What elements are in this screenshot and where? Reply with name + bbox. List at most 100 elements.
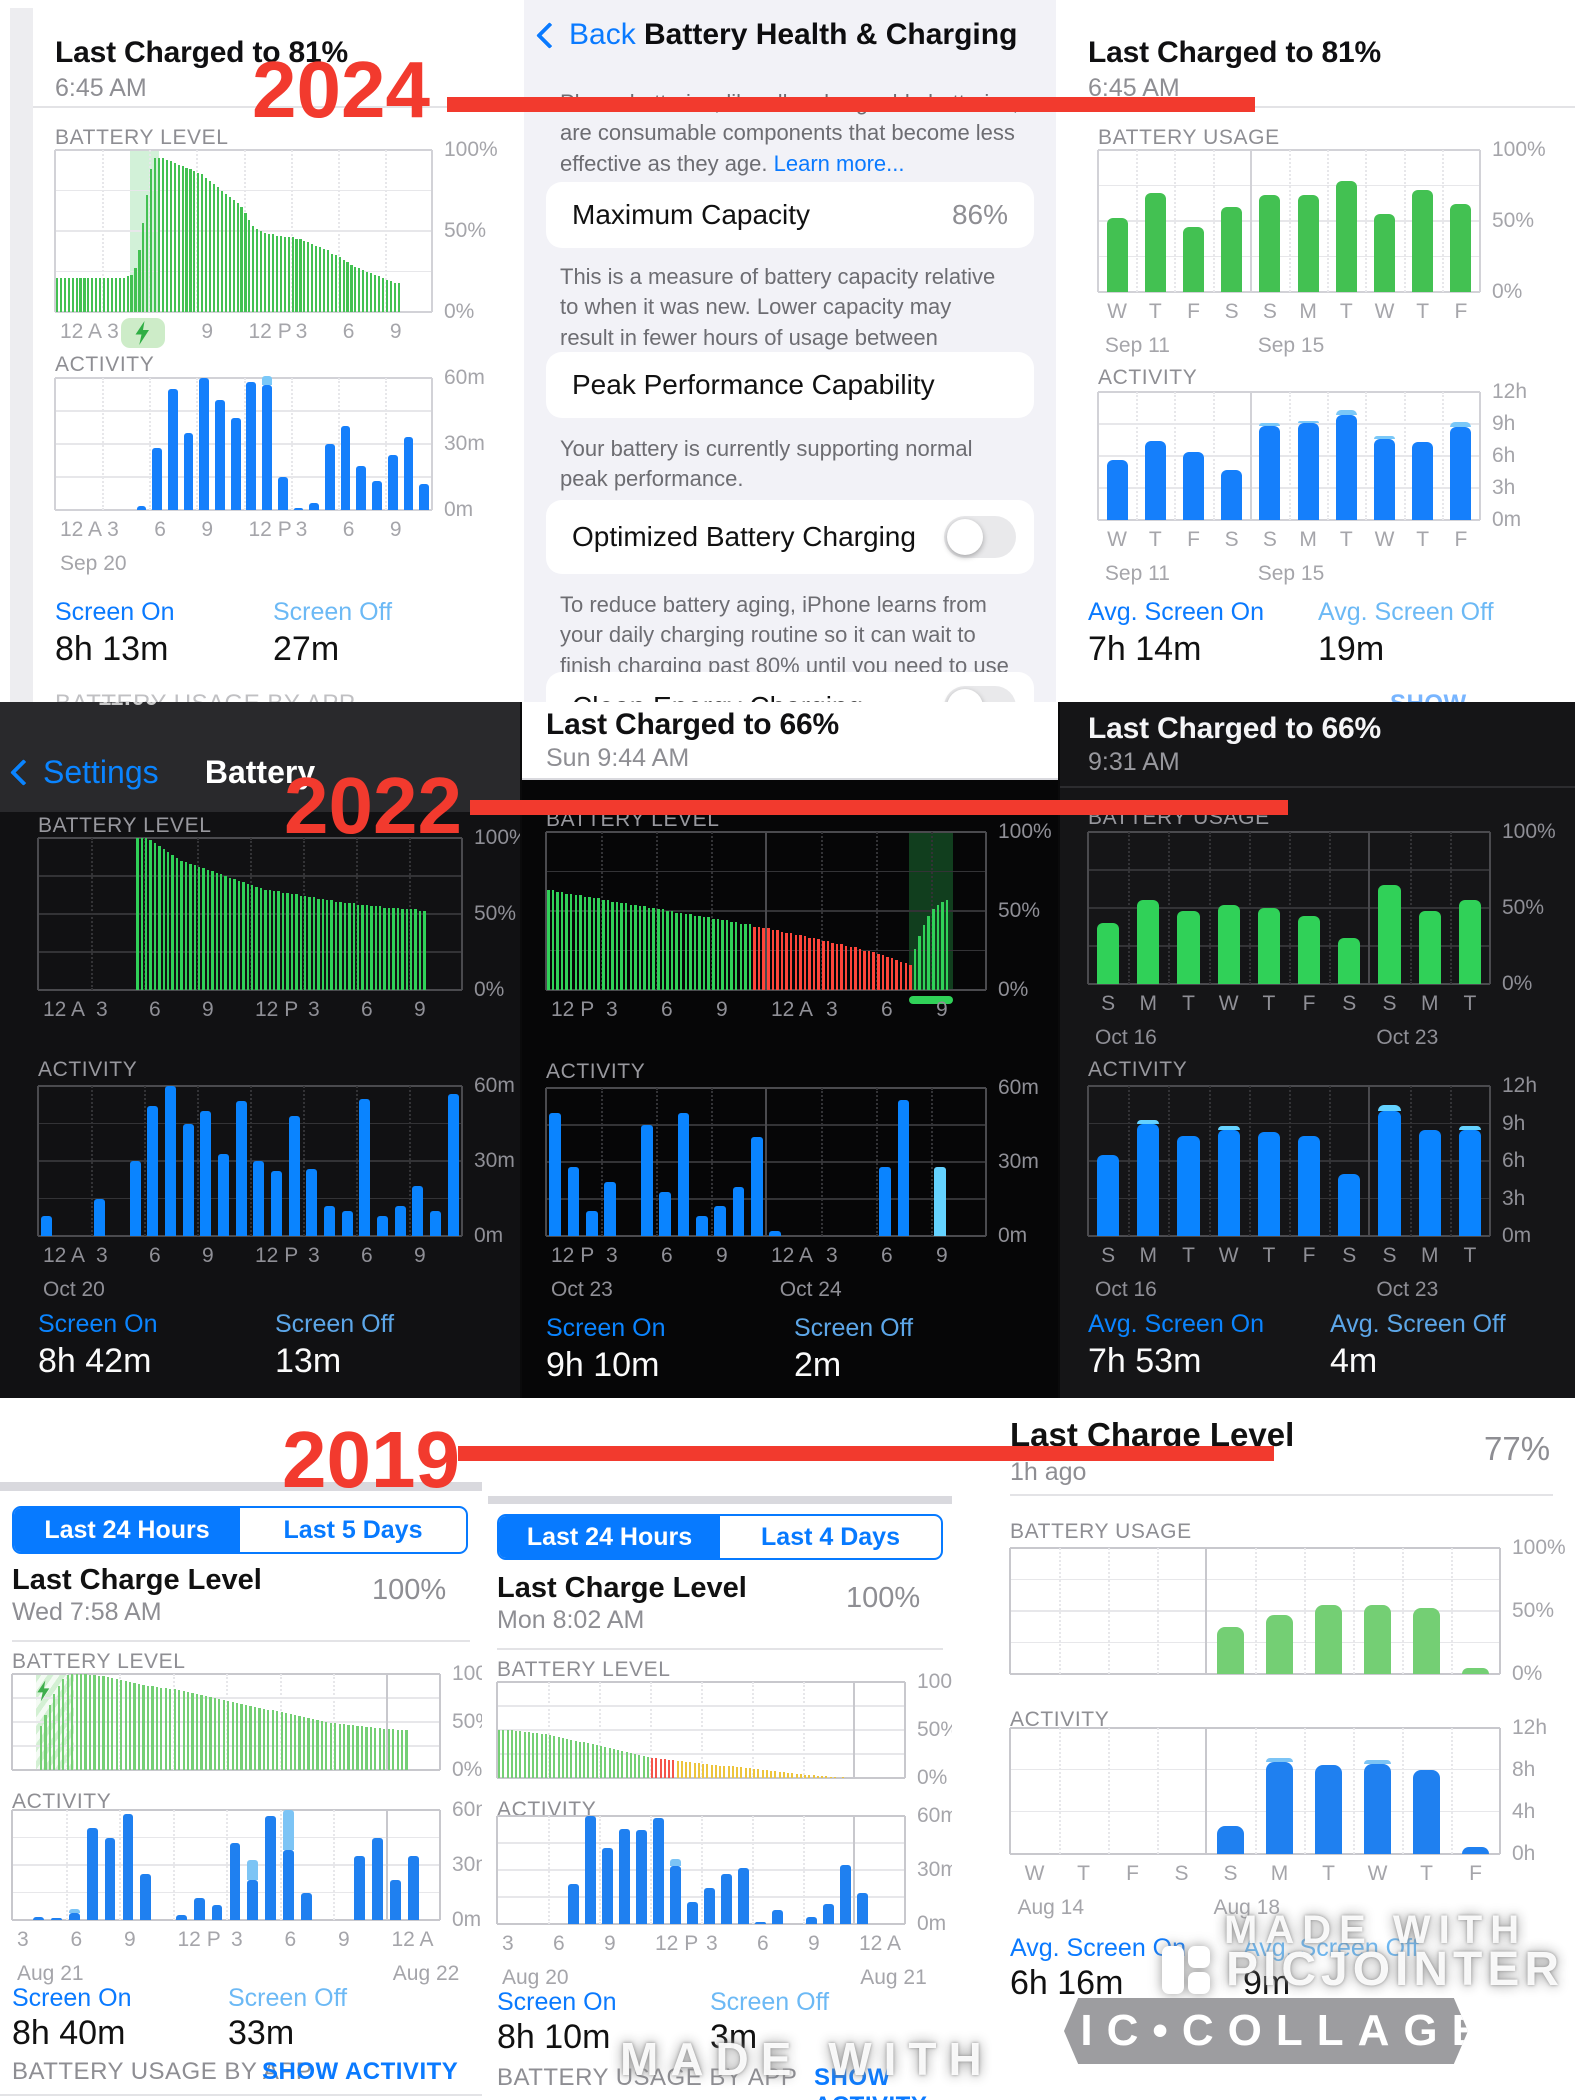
activity-section-label: ACTIVITY xyxy=(1088,1058,1188,1081)
avg-screen-on-value: 7h 53m xyxy=(1088,1342,1202,1380)
screen-on-value: 9h 10m xyxy=(546,1346,660,1384)
battery-usage-section-label: BATTERY USAGE xyxy=(1010,1520,1192,1543)
screen-off-value: 2m xyxy=(794,1346,842,1384)
segment-last-5-days[interactable]: Last 5 Days xyxy=(283,1515,423,1544)
screen-off-label: Screen Off xyxy=(794,1314,914,1342)
avg-screen-off-value: 19m xyxy=(1318,630,1385,668)
activity-section-label: ACTIVITY xyxy=(1010,1708,1110,1731)
charging-bolt-icon xyxy=(121,318,165,348)
last-charge-level-value: 100% xyxy=(846,1582,921,1614)
time-range-segmented-control: Last 24 Hours Last 5 Days xyxy=(12,1506,468,1554)
activity-chart: 60m 30m 0m 12 A 3 6 9 12 P 3 6 9 Sep 20 xyxy=(54,366,485,575)
activity-section-label: ACTIVITY xyxy=(55,353,155,376)
segment-last-24-hours[interactable]: Last 24 Hours xyxy=(499,1516,720,1558)
screen-on-value: 8h 40m xyxy=(12,2014,126,2052)
activity-section-label: ACTIVITY xyxy=(546,1060,646,1083)
activity-chart: 60m 30m 0m 12 P 3 6 9 12 A 3 6 9 Oct 23 Oct 24 xyxy=(545,1076,1039,1301)
annotation-2019-line xyxy=(458,1446,1274,1461)
battery-level-section-label: BATTERY LEVEL xyxy=(497,1658,671,1681)
screen-off-label: Screen Off xyxy=(273,598,393,626)
status-bar-fragment: 11:00 xyxy=(98,702,238,712)
maximum-capacity-label: Maximum Capacity xyxy=(572,199,811,230)
panel-2019-battery-usage: Last Charge Level 77% 1h ago BATTERY USA… xyxy=(988,1398,1575,2100)
peak-performance-label: Peak Performance Capability xyxy=(572,369,935,400)
panel-2019-middle: Last 24 Hours Last 4 Days Last Charge Le… xyxy=(488,1398,952,2100)
left-gutter xyxy=(10,8,33,702)
segment-last-4-days[interactable]: Last 4 Days xyxy=(761,1522,900,1551)
made-with-watermark: MADE WITH xyxy=(1224,1908,1528,1952)
screen-off-label: Screen Off xyxy=(228,1984,348,2012)
back-button[interactable]: Back xyxy=(536,18,636,52)
piccollage-watermark-ribbon: PIC•COLLAGE xyxy=(1064,1998,1468,2064)
avg-screen-off-label: Avg. Screen Off xyxy=(1243,1934,1419,1962)
maximum-capacity-value: 86% xyxy=(951,199,1008,230)
battery-level-section-label: BATTERY LEVEL xyxy=(55,126,229,149)
screenshot-edge xyxy=(0,1482,482,1491)
clean-energy-card: Clean Energy Charging xyxy=(546,672,1034,702)
last-charged-time: 6:45 AM xyxy=(55,74,147,102)
screen-on-label: Screen On xyxy=(497,1988,617,2016)
avg-screen-off-label: Avg. Screen Off xyxy=(1330,1310,1506,1338)
annotation-2022-line xyxy=(470,800,1288,815)
annotation-2024-line xyxy=(447,97,1255,112)
last-charge-level-value: 77% xyxy=(1484,1430,1551,1467)
made-with-watermark-center: MADE WITH xyxy=(620,2033,994,2085)
screen-off-value: 27m xyxy=(273,630,340,668)
optimized-charging-label: Optimized Battery Charging xyxy=(572,521,916,552)
back-label: Back xyxy=(569,18,636,51)
last-charge-time: Mon 8:02 AM xyxy=(497,1606,645,1634)
settings-back-label: Settings xyxy=(43,754,159,790)
segment-last-24-hours[interactable]: Last 24 Hours xyxy=(14,1508,240,1552)
avg-screen-off-value: 4m xyxy=(1330,1342,1378,1380)
last-charge-level-value: 100% xyxy=(372,1574,447,1606)
panel-battery-health-settings: Back Battery Health & Charging Phone bat… xyxy=(524,0,1056,702)
screen-off-value: 3m xyxy=(710,2018,758,2056)
screen-off-value: 13m xyxy=(275,1342,342,1380)
activity-chart: 60m 30m 0m 12 A 3 6 9 12 P 3 6 9 Oct 20 xyxy=(37,1074,515,1301)
panel-2022-battery-usage: Last Charged to 66% 9:31 AM BATTERY USAG… xyxy=(1060,702,1575,1398)
settings-back-button[interactable]: Settings xyxy=(10,754,159,791)
battery-page-title: Battery xyxy=(204,754,316,790)
screen-off-label: Screen Off xyxy=(275,1310,395,1338)
last-charged-time: Sun 9:44 AM xyxy=(546,744,690,772)
last-charge-level-label: Last Charge Level xyxy=(12,1564,262,1596)
time-range-segmented-control: Last 24 Hours Last 4 Days xyxy=(497,1514,943,1560)
screen-off-label: Screen Off xyxy=(710,1988,830,2016)
peak-performance-card[interactable]: Peak Performance Capability xyxy=(546,352,1034,418)
panel-2022-settings-battery: 11:00 Settings Battery BATTERY LEVEL 100… xyxy=(0,702,520,1398)
battery-level-section-label: BATTERY LEVEL xyxy=(12,1650,186,1673)
maximum-capacity-card[interactable]: Maximum Capacity 86% xyxy=(546,182,1034,248)
last-charged-time: 9:31 AM xyxy=(1088,748,1180,776)
activity-chart: 60m 30m 0m 3 6 9 12 P 3 6 9 12 A Aug 20 Aug 21 xyxy=(496,1804,952,1989)
learn-more-link[interactable]: Learn more... xyxy=(773,150,905,176)
panel-2019-left: Last 24 Hours Last 5 Days Last Charge Le… xyxy=(0,1398,482,2100)
last-charged-title: Last Charged to 66% xyxy=(1088,712,1381,745)
picjointer-watermark: PICJOINTER xyxy=(1160,1942,1564,1997)
avg-screen-off-label: Avg. Screen Off xyxy=(1318,598,1494,626)
back-chevron-icon xyxy=(536,21,563,49)
annotation-2022: 2022 xyxy=(284,761,462,850)
last-charged-title: Last Charged to 81% xyxy=(1088,36,1381,69)
screen-on-label: Screen On xyxy=(12,1984,132,2012)
panel-2024-battery-level: Last Charged to 81% 6:45 AM BATTERY LEVE… xyxy=(33,0,520,702)
activity-section-label: ACTIVITY xyxy=(12,1790,112,1813)
screenshot-edge xyxy=(488,1496,952,1504)
battery-usage-chart: 100% 50% 0% xyxy=(1009,1536,1566,1685)
battery-usage-chart: 100% 50% 0% W T F S S M T W T F Sep 11 Sep 15 xyxy=(1097,138,1546,357)
avg-screen-on-value: 6h 16m xyxy=(1010,1964,1124,2002)
activity-chart: 12h 9h 6h 3h 0m W T F S S M T W T F Sep 11 Sep 15 xyxy=(1097,380,1527,585)
annotation-2019: 2019 xyxy=(282,1415,460,1504)
activity-section-label: ACTIVITY xyxy=(38,1058,138,1081)
optimized-charging-toggle[interactable] xyxy=(944,516,1016,558)
show-activity-link[interactable]: SHOW ACTIVITY xyxy=(262,2058,459,2085)
battery-usage-by-app-label: BATTERY USAGE BY APP xyxy=(55,690,355,702)
show-activity-link[interactable]: SHOW ACTIVITY xyxy=(1390,690,1575,702)
show-activity-link[interactable]: SHOW ACTIVITY xyxy=(814,2064,927,2100)
avg-screen-on-label: Avg. Screen On xyxy=(1088,598,1265,626)
battery-usage-section-label: BATTERY USAGE xyxy=(1098,126,1280,149)
clean-energy-toggle[interactable] xyxy=(944,686,1016,702)
battery-level-section-label: BATTERY LEVEL xyxy=(38,814,212,837)
